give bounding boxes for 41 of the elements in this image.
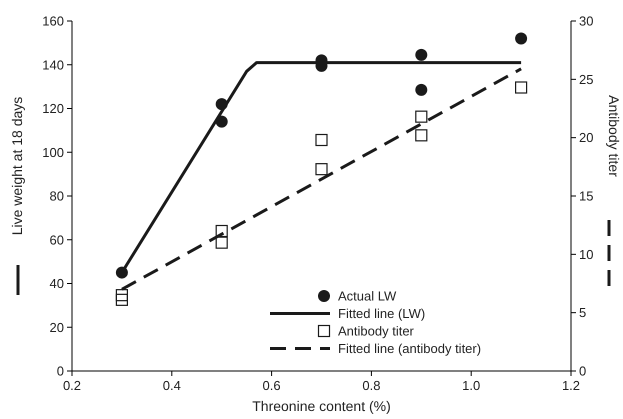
x-tick-label: 0.4 [162, 378, 181, 393]
y2-tick-label: 5 [579, 305, 586, 320]
point [216, 224, 228, 238]
point [315, 163, 328, 176]
y2-tick-label: 0 [579, 364, 586, 378]
y2-tick-label: 20 [579, 130, 594, 146]
x-tick-label: 1.2 [562, 378, 580, 393]
y-tick-label: 60 [50, 232, 64, 248]
point [415, 84, 428, 96]
y-axis-title: Live weight at 18 days [9, 96, 25, 236]
y-tick-label: 140 [42, 57, 64, 72]
y-tick-label: 20 [50, 320, 64, 335]
y-tick-label: 160 [42, 14, 64, 28]
point [116, 289, 128, 302]
y-tick-label: 120 [42, 101, 64, 116]
y2-tick-label: 30 [579, 14, 594, 28]
point [415, 48, 428, 61]
legend-label: Antibody titer [338, 324, 415, 338]
point [216, 236, 228, 249]
point [415, 129, 428, 142]
x-tick-label: 0.8 [362, 378, 380, 393]
x-tick-label: 0.6 [262, 378, 281, 393]
y-tick-label: 80 [50, 188, 64, 204]
x-tick-label: 1.0 [462, 378, 480, 393]
point [515, 81, 528, 94]
y2-axis-title: Antibody titer [606, 95, 622, 178]
y-tick-label: 40 [50, 276, 64, 291]
legend-label: Fitted line (antibody titer) [338, 341, 482, 356]
y2-tick-label: 15 [579, 188, 594, 204]
legend-label: Actual LW [338, 288, 398, 304]
point [515, 32, 528, 44]
y-tick-label: 0 [56, 364, 64, 378]
x-axis-title: Threonine content (%) [252, 398, 391, 414]
y-tick-label: 100 [42, 144, 64, 160]
x-tick-label: 0.2 [62, 378, 82, 393]
y2-tick-label: 10 [579, 246, 594, 262]
y2-tick-label: 25 [579, 72, 594, 87]
point [415, 110, 428, 123]
legend-label: Fitted line (LW) [338, 306, 426, 321]
point [315, 134, 328, 146]
point [116, 294, 128, 306]
